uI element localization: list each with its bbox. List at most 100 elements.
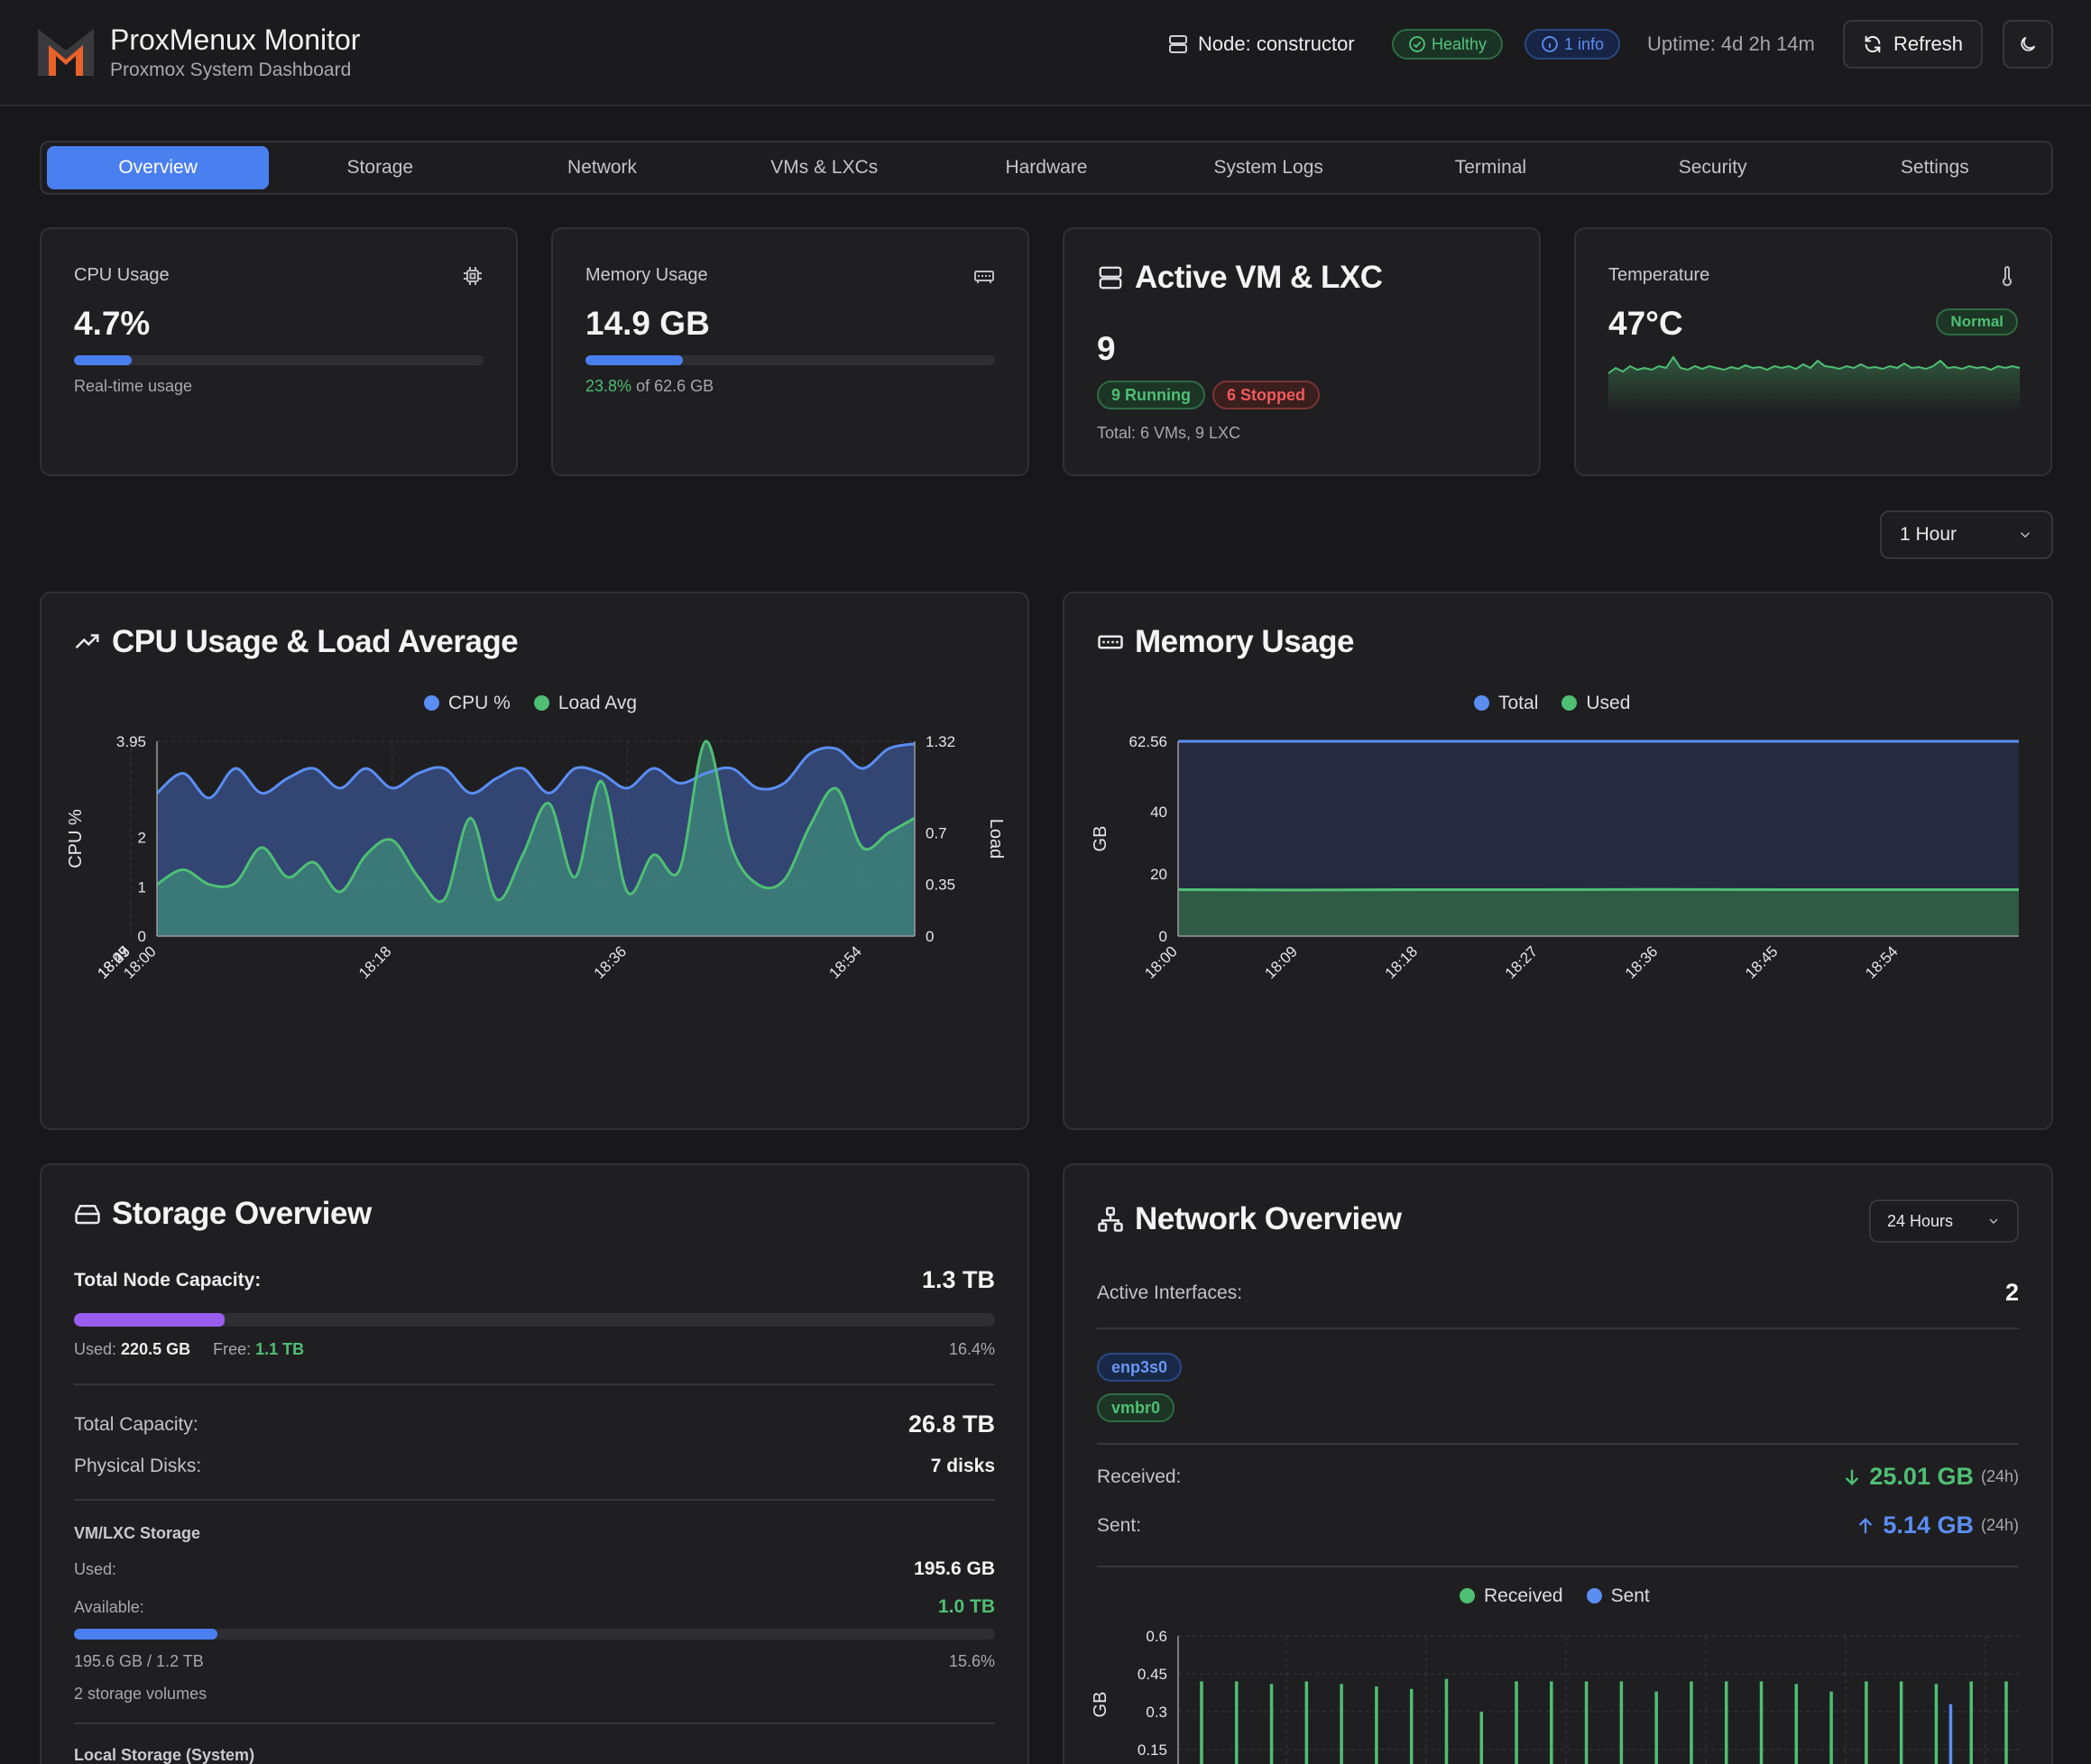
tab-hardware[interactable]: Hardware [1005,157,1088,178]
x-tick-label: 18:54 [825,942,865,982]
vm-available-row: Available: 1.0 TB [74,1596,995,1618]
hard-drive-icon [75,1205,100,1225]
cpu-chart-title: CPU Usage & Load Average [74,624,519,660]
memory-chart-legend: Total Used [1474,693,1630,714]
legend-item-sent[interactable]: Sent [1586,1585,1650,1607]
memory-usage-card: Memory Usage 14.9 GB 23.8% of 62.6 GB [551,227,1029,476]
node-capacity-bar [74,1313,995,1327]
cpu-footer: Real-time usage [74,377,193,395]
total-node-capacity-row: Total Node Capacity: 1.3 TB [74,1266,995,1294]
tab-vms-lxcs[interactable]: VMs & LXCs [770,157,879,178]
divider [1097,1443,2019,1445]
total-node-capacity-label: Total Node Capacity: [74,1269,262,1291]
arrow-down-icon [1846,1469,1859,1485]
x-tick-label: 18:54 [1862,942,1902,982]
interface-badge-vmbr0[interactable]: vmbr0 [1097,1393,1175,1422]
info-icon [1542,36,1558,52]
vm-card-title-text: Active VM & LXC [1135,260,1383,295]
vm-storage-heading: VM/LXC Storage [74,1524,201,1542]
used-area [1178,889,2019,936]
received-label: Received: [1097,1465,1182,1487]
received-row: Received: 25.01 GB (24h) [1097,1463,2019,1491]
node-usage-detail: Used: 220.5 GB Free: 1.1 TB [74,1340,304,1359]
legend-item-received[interactable]: Received [1460,1585,1563,1607]
x-tick-label: 18:18 [355,942,395,982]
y-tick-label: 62.56 [1128,733,1167,750]
x-tick-label: 18:45 [1742,942,1782,982]
physical-disks-row: Physical Disks: 7 disks [74,1456,995,1477]
x-tick-label: 18:27 [1502,942,1542,982]
sent-total: 5.14 GB (24h) [1856,1511,2019,1539]
moon-icon [2021,36,2036,51]
stopped-badge: 6 Stopped [1212,381,1321,409]
y-tick-label: 2 [138,830,146,847]
used-label: Used: [74,1340,117,1358]
node-indicator: Node: constructor [1167,31,1355,58]
y-tick-label: 0.45 [1138,1666,1167,1683]
legend-cpu-label: CPU % [448,693,511,713]
divider [74,1383,995,1385]
theme-toggle-button[interactable] [2003,20,2053,69]
memory-progress-bar [585,355,995,365]
tab-overview[interactable]: Overview [47,146,270,189]
legend-item-total[interactable]: Total [1474,693,1538,714]
cpu-card-label: CPU Usage [74,265,170,285]
active-interfaces-label: Active Interfaces: [1097,1282,1243,1303]
x-tick-label: 18:36 [591,942,631,982]
y-tick-label: 0.3 [1146,1704,1167,1721]
vm-storage-fill [74,1629,218,1640]
used-line [1177,887,2019,892]
tab-storage[interactable]: Storage [346,157,414,178]
cpu-chart-title-text: CPU Usage & Load Average [112,624,519,659]
legend-load-label: Load Avg [557,693,638,713]
health-badge[interactable]: Healthy [1392,29,1504,60]
y-axis-label-left: CPU % [66,809,86,868]
node-label: Node: constructor [1198,32,1355,55]
node-used-percent: 16.4% [948,1340,995,1358]
time-range-select[interactable]: 1 Hour [1880,510,2053,559]
refresh-button[interactable]: Refresh [1843,20,1983,69]
app-subtitle: Proxmox System Dashboard [110,60,352,80]
network-icon [1098,1207,1123,1232]
sent-row: Sent: 5.14 GB (24h) [1097,1511,2019,1539]
memory-chart-title: Memory Usage [1097,624,1354,660]
free-value: 1.1 TB [255,1340,305,1358]
divider [1097,1328,2019,1329]
legend-item-cpu[interactable]: CPU % [424,693,511,714]
vm-available-label: Available: [74,1597,144,1616]
tab-security[interactable]: Security [1678,157,1747,178]
local-storage-heading: Local Storage (System) [74,1746,255,1764]
y-tick-label: 0.7 [926,824,947,841]
server-icon [1169,35,1187,53]
tab-terminal[interactable]: Terminal [1454,157,1527,178]
info-badge[interactable]: 1 info [1524,29,1621,60]
vm-footer: Total: 6 VMs, 9 LXC [1097,424,1241,442]
cpu-line [156,742,916,800]
received-period: (24h) [1980,1467,2019,1485]
x-tick-label: 18:00 [1141,942,1181,982]
y-tick-label: 1.32 [926,733,955,750]
cpu-value: 4.7% [74,305,151,342]
y-tick-label: 1 [138,878,146,896]
cpu-chart-legend: CPU % Load Avg [424,693,637,714]
legend-item-load[interactable]: Load Avg [533,693,638,714]
tab-system-logs[interactable]: System Logs [1213,157,1323,178]
network-range-select[interactable]: 24 Hours [1869,1199,2019,1243]
memory-value: 14.9 GB [585,305,710,342]
interface-badge-enp3s0[interactable]: enp3s0 [1097,1353,1183,1382]
active-interfaces-row: Active Interfaces: 2 [1097,1279,2019,1307]
total-capacity-row: Total Capacity: 26.8 TB [74,1410,995,1438]
main-tabs: Overview Storage Network VMs & LXCs Hard… [40,141,2053,195]
legend-item-used[interactable]: Used [1561,693,1630,714]
network-traffic-chart: 0.15 0.3 0.45 0.6 GB [1091,1628,2019,1764]
active-interfaces-value: 2 [2004,1279,2019,1306]
network-title: Network Overview [1097,1201,1402,1237]
check-circle-icon [1409,36,1425,52]
x-tick-label: 18:18 [1382,942,1422,982]
tab-settings[interactable]: Settings [1900,157,1969,178]
memory-progress-fill [585,355,684,365]
storage-title: Storage Overview [74,1196,372,1232]
tab-network[interactable]: Network [567,157,638,178]
info-badge-label: 1 info [1564,34,1605,53]
temperature-label: Temperature [1608,265,1710,285]
